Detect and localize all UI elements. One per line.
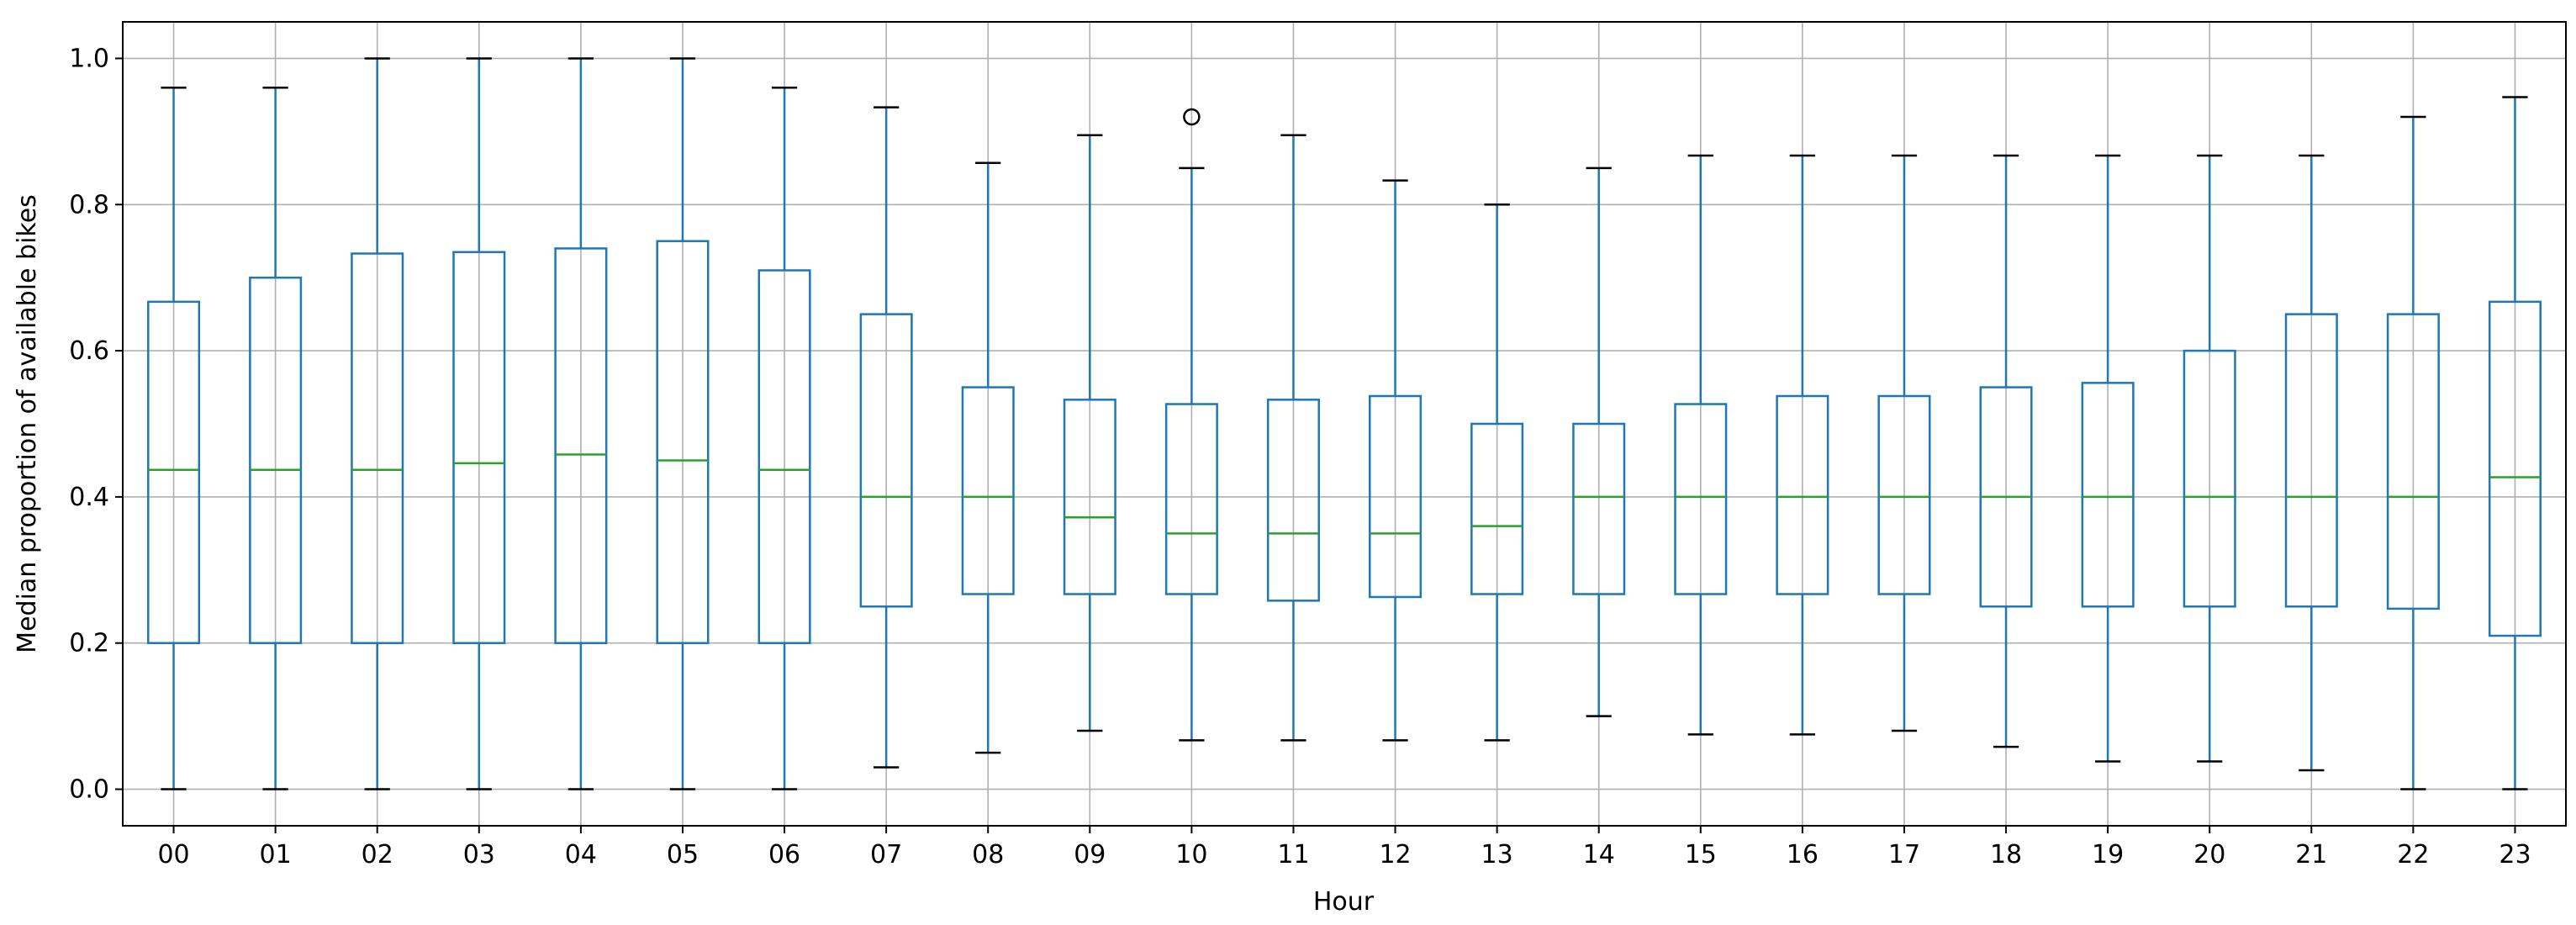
box-group-08 (961, 161, 1015, 754)
box-group-14 (1572, 166, 1626, 717)
iqr-box (249, 276, 303, 644)
x-tick-label: 10 (1175, 840, 1207, 870)
iqr-box (2386, 313, 2440, 610)
x-tick-label: 11 (1277, 840, 1309, 870)
plot-area-frame (122, 21, 2567, 827)
iqr-box (2183, 349, 2236, 608)
box-group-18 (1979, 154, 2033, 748)
box-group-20 (2183, 154, 2236, 763)
x-tick-label: 23 (2499, 840, 2531, 870)
iqr-box (2488, 300, 2542, 637)
x-tick-label: 22 (2397, 840, 2429, 870)
iqr-box (1164, 403, 1218, 595)
y-tick-label: 0.2 (69, 629, 109, 658)
box-group-21 (2284, 154, 2338, 772)
outlier-point (1183, 108, 1201, 126)
box-group-04 (554, 57, 608, 790)
box-group-12 (1369, 179, 1423, 742)
x-tick-label: 17 (1888, 840, 1920, 870)
x-tick-label: 01 (260, 840, 292, 870)
x-tick-label: 20 (2193, 840, 2225, 870)
iqr-box (2081, 382, 2135, 608)
iqr-box (1369, 394, 1423, 599)
box-group-17 (1877, 154, 1931, 732)
iqr-box (859, 313, 913, 608)
box-layer (147, 57, 2542, 790)
box-group-01 (249, 86, 303, 790)
x-tick-label: 06 (768, 840, 800, 870)
x-tick-label: 18 (1990, 840, 2022, 870)
x-tick-label: 14 (1583, 840, 1615, 870)
y-tick-label: 1.0 (69, 44, 109, 73)
iqr-box (554, 247, 608, 644)
box-group-03 (452, 57, 506, 790)
box-group-15 (1674, 154, 1728, 736)
iqr-box (2284, 313, 2338, 608)
box-group-10 (1164, 108, 1218, 742)
iqr-box (1674, 403, 1728, 595)
x-tick-label: 05 (667, 840, 699, 870)
box-group-02 (351, 57, 404, 790)
x-tick-label: 09 (1074, 840, 1106, 870)
tick-layer: 0.0 0.2 0.4 0.6 0.8 1.0 00 01 02 03 04 05 06 07 08 09 10… (69, 44, 2531, 870)
box-group-06 (757, 86, 811, 790)
x-tick-label: 07 (870, 840, 902, 870)
grid-layer (123, 22, 2566, 826)
iqr-box (1470, 422, 1524, 595)
box-group-16 (1776, 154, 1829, 736)
iqr-box (1572, 422, 1626, 595)
iqr-box (452, 251, 506, 644)
iqr-box (1063, 399, 1116, 595)
box-group-09 (1063, 134, 1116, 732)
iqr-box (1776, 394, 1829, 595)
x-tick-label: 16 (1787, 840, 1819, 870)
iqr-box (757, 269, 811, 644)
box-group-11 (1266, 134, 1320, 742)
x-tick-label: 08 (972, 840, 1004, 870)
x-tick-label: 02 (362, 840, 393, 870)
x-tick-label: 19 (2092, 840, 2124, 870)
box-group-23 (2488, 96, 2542, 790)
x-axis-label: Hour (1313, 887, 1375, 917)
box-group-19 (2081, 154, 2135, 763)
x-tick-label: 15 (1685, 840, 1717, 870)
iqr-box (1266, 399, 1320, 602)
iqr-box (351, 252, 404, 644)
box-group-05 (656, 57, 710, 790)
y-axis-label: Median proportion of available bikes (13, 194, 42, 653)
iqr-box (656, 240, 710, 644)
x-tick-label: 04 (565, 840, 597, 870)
box-group-07 (859, 106, 913, 769)
x-tick-label: 00 (157, 840, 189, 870)
y-tick-label: 0.8 (69, 190, 109, 219)
x-tick-label: 13 (1481, 840, 1513, 870)
box-group-22 (2386, 115, 2440, 790)
y-tick-label: 0.6 (69, 336, 109, 366)
iqr-box (147, 300, 201, 644)
iqr-box (961, 386, 1015, 595)
box-group-00 (147, 86, 201, 790)
box-group-13 (1470, 204, 1524, 742)
iqr-box (1877, 394, 1931, 595)
x-tick-label: 03 (463, 840, 495, 870)
x-tick-label: 21 (2295, 840, 2327, 870)
x-tick-label: 12 (1379, 840, 1411, 870)
y-tick-label: 0.4 (69, 483, 109, 512)
y-tick-label: 0.0 (69, 775, 109, 805)
